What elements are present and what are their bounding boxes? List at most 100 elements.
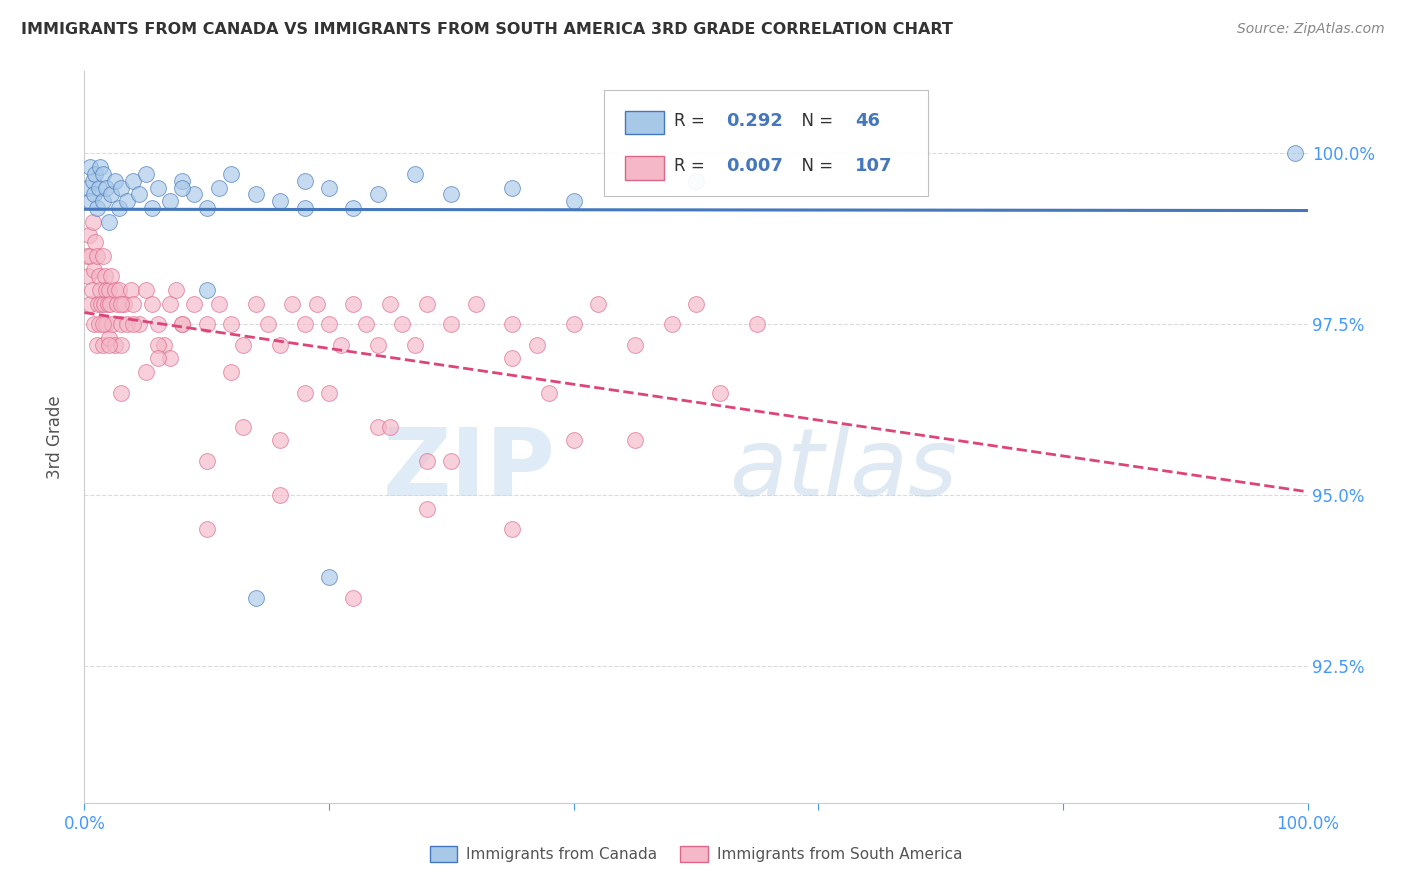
Point [100, 187, 122, 202]
Point [183, 187, 205, 202]
Point [464, 297, 486, 311]
Point [76, 249, 98, 263]
Point [91, 167, 114, 181]
Point [101, 318, 124, 332]
Point [195, 454, 218, 468]
Text: 107: 107 [855, 157, 893, 176]
Point [79, 249, 101, 263]
Point [330, 338, 353, 352]
Point [294, 318, 316, 332]
Point [391, 318, 413, 332]
Point [709, 385, 731, 400]
Point [380, 297, 402, 311]
Point [159, 297, 181, 311]
Point [562, 318, 585, 332]
Point [159, 351, 181, 366]
Point [195, 522, 218, 536]
Point [269, 194, 291, 209]
Point [502, 180, 524, 194]
Point [79, 160, 101, 174]
Point [146, 351, 169, 366]
Point [294, 174, 316, 188]
Bar [626, 156, 664, 179]
Point [79, 297, 101, 311]
Point [86, 338, 108, 352]
Point [367, 187, 389, 202]
Point [87, 297, 110, 311]
Point [77, 269, 100, 284]
Point [110, 385, 132, 400]
Point [294, 385, 316, 400]
Point [83, 187, 105, 202]
Point [562, 434, 585, 448]
Text: N =: N = [792, 112, 839, 130]
Point [80, 283, 103, 297]
Point [502, 318, 524, 332]
Point [82, 215, 104, 229]
Point [661, 318, 683, 332]
Point [416, 454, 439, 468]
Point [120, 283, 142, 297]
Point [122, 174, 145, 188]
Point [502, 522, 524, 536]
Point [110, 297, 132, 311]
Point [97, 215, 120, 229]
Point [208, 297, 231, 311]
Point [104, 174, 127, 188]
Point [526, 338, 548, 352]
Point [83, 318, 105, 332]
Point [146, 180, 169, 194]
Point [354, 318, 377, 332]
Point [165, 283, 187, 297]
Point [219, 365, 242, 379]
Text: 0.007: 0.007 [727, 157, 783, 176]
Point [159, 194, 181, 209]
Point [440, 187, 463, 202]
Point [77, 180, 100, 194]
Bar [626, 111, 664, 134]
Point [84, 167, 107, 181]
Point [342, 297, 364, 311]
Point [104, 283, 127, 297]
Point [89, 160, 111, 174]
Point [97, 283, 120, 297]
Point [100, 269, 122, 284]
Point [98, 297, 121, 311]
Point [685, 297, 707, 311]
FancyBboxPatch shape [605, 90, 928, 195]
Point [294, 201, 316, 215]
Point [269, 488, 291, 502]
Point [208, 180, 231, 194]
Point [122, 318, 145, 332]
Point [318, 570, 340, 584]
Text: ZIP: ZIP [382, 424, 555, 516]
Point [685, 174, 707, 188]
Text: 0.292: 0.292 [727, 112, 783, 130]
Point [105, 297, 128, 311]
Text: R =: R = [673, 157, 710, 176]
Point [87, 269, 110, 284]
Point [219, 167, 242, 181]
Point [257, 318, 280, 332]
Point [96, 180, 118, 194]
Point [91, 194, 114, 209]
Point [1284, 146, 1306, 161]
Point [269, 434, 291, 448]
Point [135, 365, 157, 379]
Point [367, 338, 389, 352]
Text: N =: N = [792, 157, 839, 176]
Point [128, 318, 150, 332]
Point [87, 180, 110, 194]
Point [440, 318, 463, 332]
Point [84, 235, 107, 250]
Point [110, 318, 132, 332]
Point [96, 283, 118, 297]
Point [195, 318, 218, 332]
Point [318, 385, 340, 400]
Point [172, 180, 194, 194]
Point [91, 249, 114, 263]
Point [502, 351, 524, 366]
Point [380, 420, 402, 434]
Point [97, 331, 120, 345]
Y-axis label: 3rd Grade: 3rd Grade [45, 395, 63, 479]
